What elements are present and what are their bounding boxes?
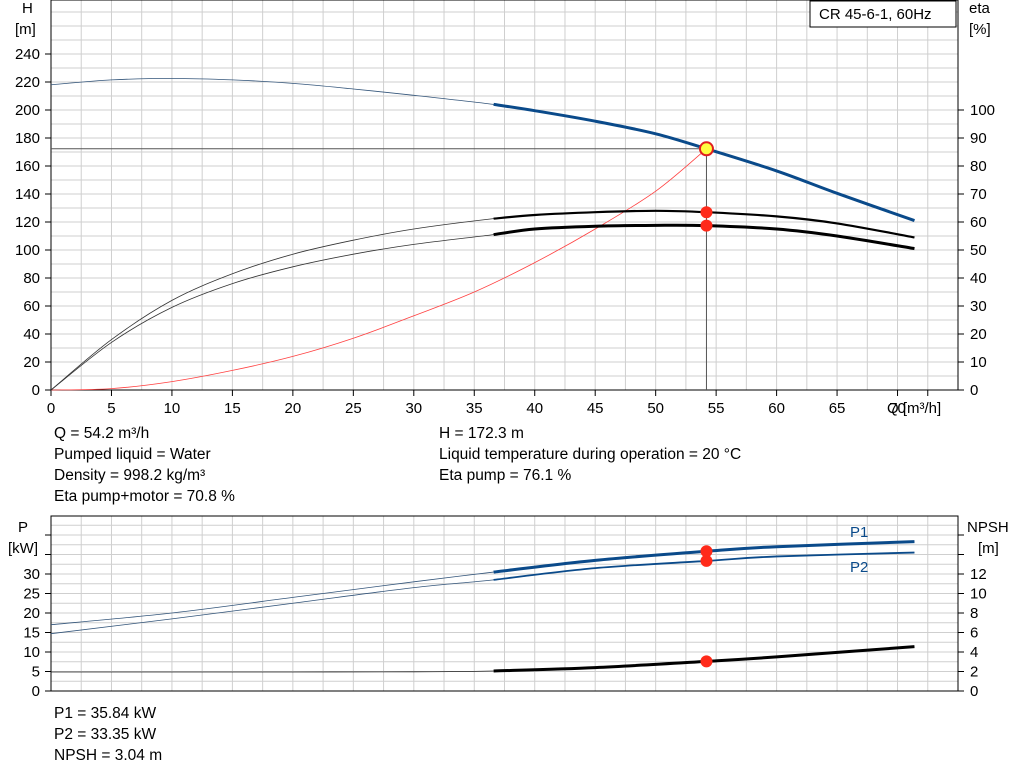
x-tick-label: 50	[647, 400, 664, 417]
power-tick-label: 25	[23, 586, 40, 603]
head-tick-label: 0	[32, 382, 40, 399]
npsh-tick-label: 8	[970, 605, 978, 622]
x-tick-label: 35	[466, 400, 483, 417]
p2-curve-label: P2	[850, 559, 868, 576]
npsh-tick-label: 0	[970, 683, 978, 700]
head-curve-thick	[493, 102, 915, 223]
eta-tick-label: 10	[970, 354, 987, 371]
info-liquid: Pumped liquid = Water	[54, 446, 211, 463]
head-tick-label: 160	[15, 158, 40, 175]
head-tick-label: 60	[23, 298, 40, 315]
head-tick-label: 240	[15, 46, 40, 63]
eta-tick-label: 20	[970, 326, 987, 343]
npsh-tick-label: 6	[970, 625, 978, 642]
eta-pump-curve-thick	[493, 209, 915, 239]
x-tick-label: 65	[829, 400, 846, 417]
info-p2: P2 = 33.35 kW	[54, 726, 157, 743]
x-tick-label: 60	[768, 400, 785, 417]
eta-axis-unit: [%]	[969, 21, 991, 38]
head-curve-thin	[50, 78, 915, 221]
head-tick-label: 220	[15, 74, 40, 91]
chart-labels: 0 5 10 15 20 25 30 35 40 45 50 55 60 65 70020406080100…	[15, 46, 995, 700]
npsh-curve-thin	[50, 646, 915, 673]
npsh-tick-label: 10	[970, 586, 987, 603]
head-tick-label: 180	[15, 130, 40, 147]
npsh-marker	[700, 655, 713, 668]
eta-pump-marker	[700, 206, 713, 219]
head-tick-label: 100	[15, 242, 40, 259]
x-tick-label: 5	[107, 400, 115, 417]
power-tick-label: 0	[32, 683, 40, 700]
top-plot-frame	[50, 0, 959, 391]
info-density: Density = 998.2 kg/m³	[54, 467, 206, 484]
head-tick-label: 140	[15, 186, 40, 203]
npsh-tick-label: 12	[970, 566, 987, 583]
eta-tick-label: 30	[970, 298, 987, 315]
eta-axis-title: eta	[969, 0, 991, 17]
eta-tick-label: 40	[970, 270, 987, 287]
x-tick-label: 70	[889, 400, 906, 417]
x-tick-label: 25	[345, 400, 362, 417]
eta-tick-label: 80	[970, 158, 987, 175]
npsh-tick-label: 4	[970, 644, 978, 661]
power-tick-label: 15	[23, 625, 40, 642]
bottom-plot-frame	[50, 515, 959, 692]
duty-point-marker	[698, 141, 714, 157]
system-curve-thin	[50, 148, 707, 391]
power-tick-label: 5	[32, 664, 40, 681]
head-tick-label: 20	[23, 354, 40, 371]
info-npsh: NPSH = 3.04 m	[54, 747, 163, 764]
x-tick-label: 45	[587, 400, 604, 417]
flow-axis-title: Q [m³/h]	[887, 400, 941, 417]
npsh-axis-unit: [m]	[978, 540, 999, 557]
x-tick-label: 0	[47, 400, 55, 417]
power-tick-label: 30	[23, 566, 40, 583]
eta-tick-label: 100	[970, 102, 995, 119]
head-axis-unit: [m]	[15, 21, 36, 38]
eta-tick-label: 0	[970, 382, 978, 399]
eta-pump-curve-thin	[50, 210, 915, 391]
info-eta-pump-motor: Eta pump+motor = 70.8 %	[54, 488, 235, 505]
power-tick-label: 20	[23, 605, 40, 622]
chart-axes	[45, 0, 964, 692]
head-tick-label: 80	[23, 270, 40, 287]
p2-marker	[700, 554, 713, 567]
head-tick-label: 120	[15, 214, 40, 231]
head-tick-label: 200	[15, 102, 40, 119]
power-axis-unit: [kW]	[8, 540, 38, 557]
x-tick-label: 15	[224, 400, 241, 417]
eta-tick-label: 50	[970, 242, 987, 259]
legend-title: CR 45-6-1, 60Hz	[819, 6, 932, 23]
eta-tick-label: 70	[970, 186, 987, 203]
eta-tick-label: 90	[970, 130, 987, 147]
x-tick-label: 40	[526, 400, 543, 417]
x-tick-label: 10	[164, 400, 181, 417]
chart-grid	[51, 0, 958, 691]
info-temperature: Liquid temperature during operation = 20…	[439, 446, 742, 463]
x-tick-label: 30	[405, 400, 422, 417]
power-axis-title: P	[18, 519, 28, 536]
head-axis-title: H	[22, 0, 33, 17]
info-eta-pump: Eta pump = 76.1 %	[439, 467, 572, 484]
p1-curve-label: P1	[850, 524, 868, 541]
legend-box	[809, 0, 957, 28]
eta-total-curve-thick	[493, 223, 915, 251]
eta-tick-label: 60	[970, 214, 987, 231]
info-flow: Q = 54.2 m³/h	[54, 425, 150, 442]
x-tick-label: 55	[708, 400, 725, 417]
x-tick-label: 20	[285, 400, 302, 417]
p1-marker	[700, 545, 713, 558]
chart-curves	[50, 78, 915, 673]
npsh-axis-title: NPSH	[967, 519, 1009, 536]
power-tick-label: 10	[23, 644, 40, 661]
info-p1: P1 = 35.84 kW	[54, 705, 157, 722]
npsh-tick-label: 2	[970, 664, 978, 681]
eta-total-marker	[700, 219, 713, 232]
head-tick-label: 40	[23, 326, 40, 343]
info-head: H = 172.3 m	[439, 425, 524, 442]
